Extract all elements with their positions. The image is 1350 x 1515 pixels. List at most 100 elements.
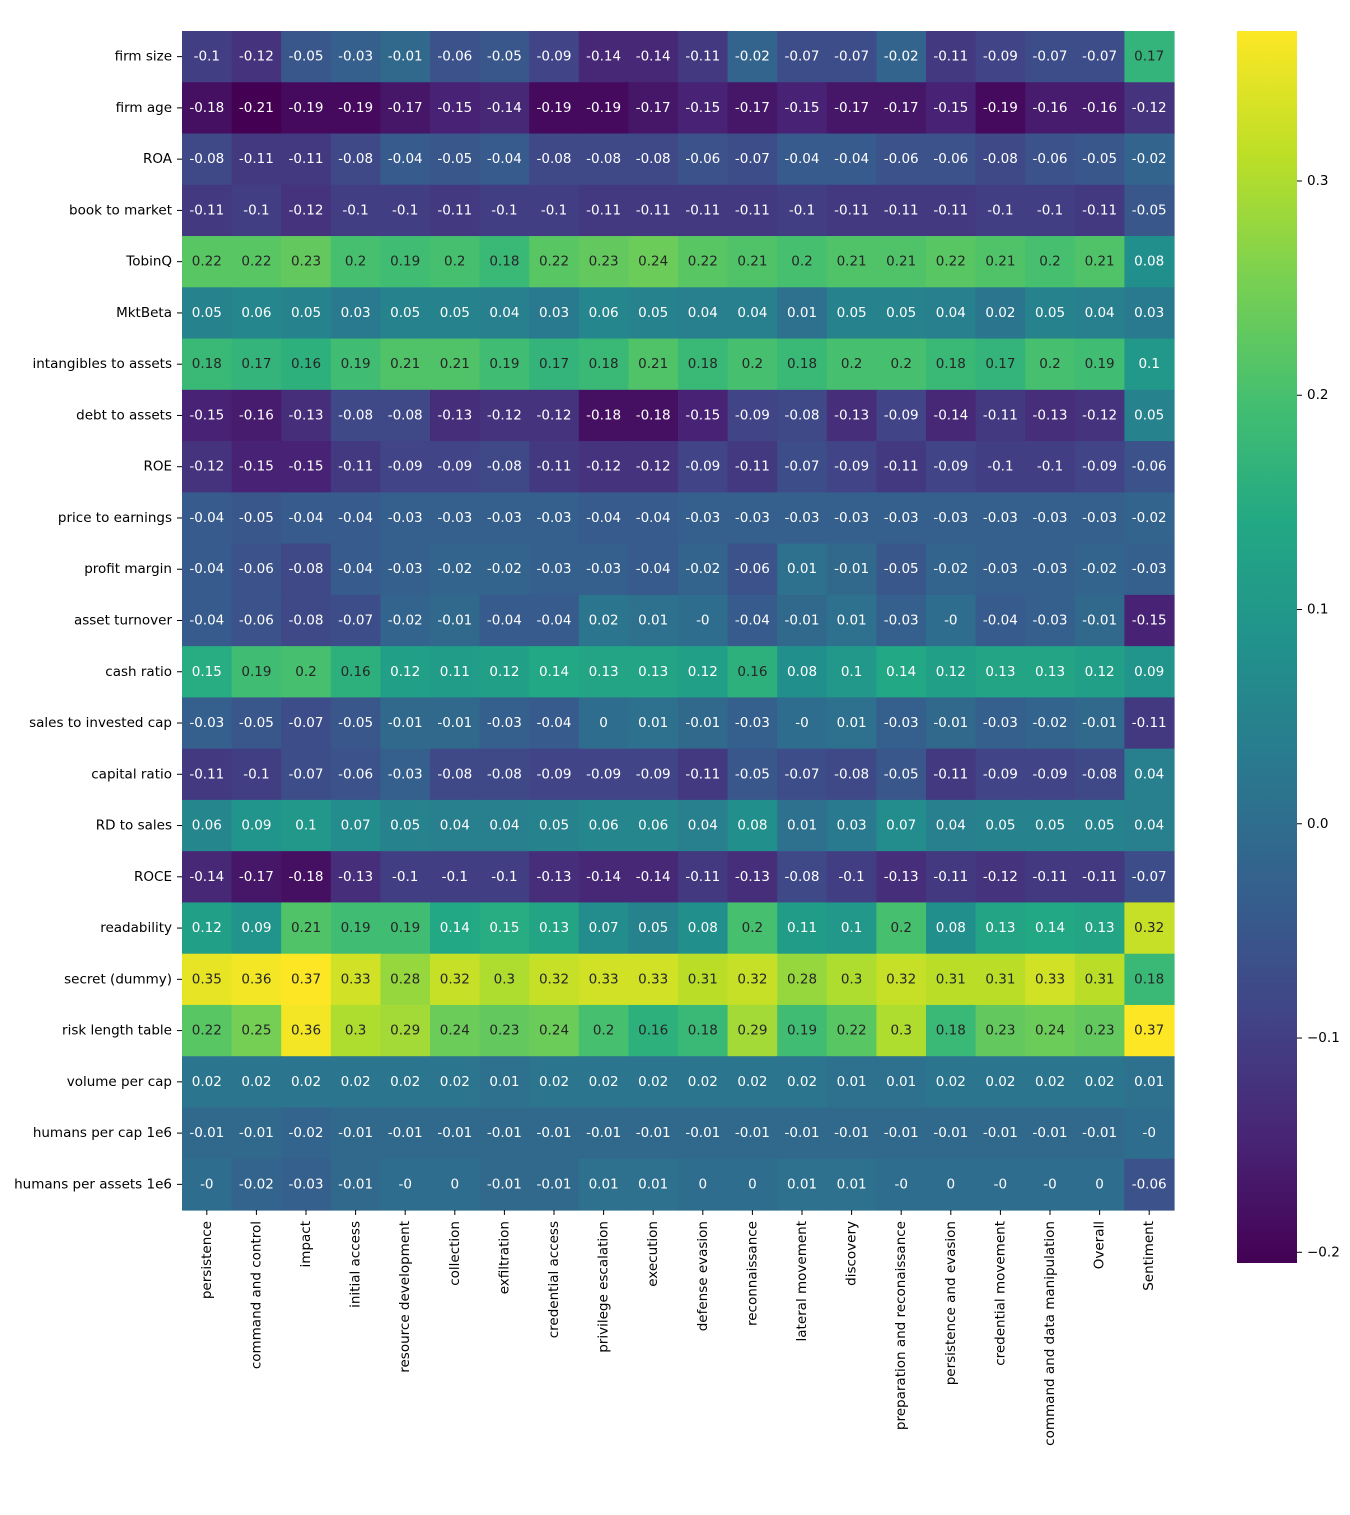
cell-value-label: -0.17	[239, 869, 274, 885]
heatmap-cell	[926, 31, 977, 83]
cell-value-label: -0.02	[685, 561, 720, 577]
cell-value-label: -0.11	[636, 202, 671, 218]
cell-value-label: 0.29	[737, 1023, 767, 1039]
heatmap-cell	[231, 338, 282, 391]
heatmap-cell	[281, 799, 332, 852]
x-tick-label: execution	[645, 1221, 661, 1287]
y-tick-label: price to earnings	[58, 510, 172, 526]
cell-value-label: -0.19	[338, 100, 373, 116]
heatmap-cell	[1025, 82, 1076, 135]
cell-value-label: -0.1	[987, 202, 1013, 218]
heatmap-cell	[380, 133, 431, 186]
heatmap-cell	[479, 1107, 530, 1160]
heatmap-cell	[628, 389, 679, 442]
cell-value-label: -0.09	[685, 459, 720, 475]
cell-value-label: -0.11	[685, 202, 720, 218]
heatmap-cell	[1025, 1056, 1076, 1109]
cell-value-label: 0.21	[291, 920, 321, 936]
cell-value-label: -0.01	[338, 1176, 373, 1192]
y-tick-label: TobinQ	[125, 254, 172, 270]
cell-value-label: -0.06	[437, 49, 472, 65]
cell-value-label: -0.01	[537, 1176, 572, 1192]
heatmap-cell	[281, 902, 332, 955]
heatmap-cell	[876, 338, 927, 391]
heatmap-cell	[926, 697, 977, 750]
cell-value-label: 0.21	[638, 356, 668, 372]
cell-value-label: 0.01	[638, 715, 668, 731]
cell-value-label: -0.14	[189, 869, 224, 885]
heatmap-cell	[1074, 1056, 1125, 1109]
cell-value-label: 0.02	[737, 1074, 767, 1090]
heatmap-cell	[330, 1158, 381, 1211]
cell-value-label: 0.13	[985, 920, 1015, 936]
cell-value-label: 0.01	[886, 1074, 916, 1090]
heatmap-cell	[1074, 748, 1125, 801]
x-tick-label: Overall	[1092, 1221, 1108, 1269]
y-tick-label: secret (dummy)	[64, 971, 172, 987]
cell-value-label: -0.15	[685, 100, 720, 116]
cell-value-label: 0.04	[936, 818, 966, 834]
cell-value-label: -0.02	[1033, 715, 1068, 731]
heatmap-cell	[678, 543, 729, 596]
cell-value-label: -0.09	[983, 49, 1018, 65]
heatmap-cell	[975, 236, 1026, 288]
cell-value-label: -0.01	[933, 1125, 968, 1141]
cell-value-label: -0	[696, 613, 709, 629]
heatmap-cell	[1074, 389, 1125, 442]
cell-value-label: 0.06	[638, 818, 668, 834]
cell-value-label: 0.02	[985, 305, 1015, 321]
cell-value-label: 0.05	[390, 305, 420, 321]
heatmap-cell	[330, 543, 381, 596]
cell-value-label: -0.1	[243, 766, 269, 782]
heatmap-cell	[826, 697, 877, 750]
cell-value-label: 0.05	[1134, 407, 1164, 423]
heatmap-cell	[975, 697, 1026, 750]
heatmap-cell	[727, 1107, 778, 1160]
cell-value-label: -0.03	[735, 715, 770, 731]
cell-value-label: 0.19	[787, 1023, 817, 1039]
cell-value-label: 0.05	[192, 305, 222, 321]
heatmap-cell	[231, 1158, 282, 1211]
cell-value-label: 0.12	[1085, 664, 1115, 680]
heatmap-cell	[430, 594, 481, 647]
heatmap-cell	[876, 1004, 927, 1057]
heatmap-cell	[1074, 543, 1125, 596]
cell-value-label: -0.15	[785, 100, 820, 116]
heatmap-cell	[578, 492, 629, 545]
heatmap-cell	[926, 748, 977, 801]
cell-value-label: -0.01	[785, 613, 820, 629]
cell-value-label: 0.03	[1134, 305, 1164, 321]
cell-value-label: -0.15	[289, 459, 324, 475]
heatmap-cell	[578, 748, 629, 801]
cell-value-label: 0.15	[489, 920, 519, 936]
heatmap-cell	[529, 1158, 580, 1211]
heatmap-cell	[727, 902, 778, 955]
x-tick-label: reconnaissance	[744, 1221, 760, 1326]
heatmap-cell	[777, 133, 828, 186]
heatmap-cell	[628, 287, 679, 340]
y-tick-label: ROA	[143, 151, 173, 167]
heatmap-cell	[182, 338, 233, 391]
heatmap-cell	[231, 31, 282, 83]
cell-value-label: -0.08	[983, 151, 1018, 167]
heatmap-cell	[529, 543, 580, 596]
heatmap-cell	[975, 287, 1026, 340]
cell-value-label: -0.11	[834, 202, 869, 218]
cell-value-label: 0.24	[539, 1023, 569, 1039]
cell-value-label: -0.03	[388, 510, 423, 526]
heatmap-cell	[1074, 338, 1125, 391]
heatmap-cell	[628, 1004, 679, 1057]
heatmap-cell	[628, 184, 679, 237]
x-tick-label: command and data manipulation	[1042, 1221, 1058, 1446]
cell-value-label: -0.08	[834, 766, 869, 782]
heatmap-cell	[876, 748, 927, 801]
heatmap-cell	[1124, 389, 1175, 442]
heatmap-cell	[231, 646, 282, 698]
cell-value-label: 0.08	[1134, 254, 1164, 270]
heatmap-cell	[380, 1056, 431, 1109]
heatmap-cell	[479, 748, 530, 801]
cell-value-label: 0.16	[341, 664, 371, 680]
heatmap-cell	[826, 492, 877, 545]
cell-value-label: 0.02	[440, 1074, 470, 1090]
heatmap-cell	[727, 1158, 778, 1211]
